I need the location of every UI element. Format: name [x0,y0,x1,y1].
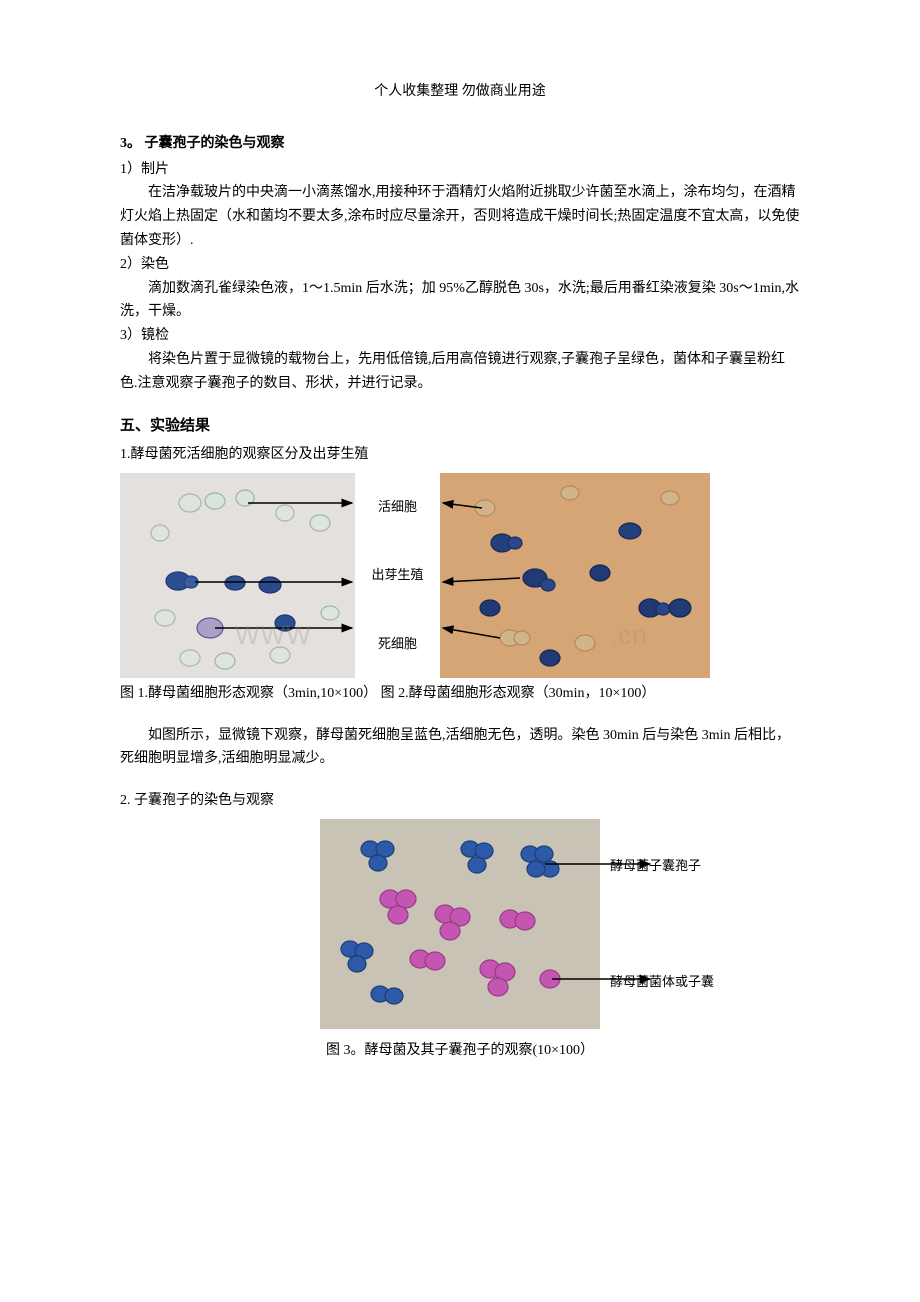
figure-3 [320,819,600,1029]
figure-row-1: WWW 活细胞 出芽生殖 死细胞 .cn [120,473,800,678]
s5-item1-title: 1.酵母菌死活细胞的观察区分及出芽生殖 [120,443,800,467]
page-header: 个人收集整理 勿做商业用途 [120,80,800,104]
figure-3-wrap: 酵母菌子囊孢子 酵母菌菌体或子囊 [120,819,800,1029]
fig3-label-2: 酵母菌菌体或子囊 [610,971,714,993]
s5-title: 五、实验结果 [120,414,800,440]
s3-p3-body: 将染色片置于显微镜的载物台上，先用低倍镜,后用高倍镜进行观察,子囊孢子呈绿色，菌… [120,348,800,396]
s3-p2-label: 2）染色 [120,253,800,277]
label-dead: 死细胞 [378,633,417,655]
s3-p2-body: 滴加数滴孔雀绿染色液，1～1.5min 后水洗；加 95%乙醇脱色 30s，水洗… [120,277,800,325]
s3-p1-label: 1）制片 [120,158,800,182]
mid-labels: 活细胞 出芽生殖 死细胞 [355,473,440,678]
figure-1: WWW [120,473,355,678]
figure-2: .cn [440,473,710,678]
fig3-label-1: 酵母菌子囊孢子 [610,855,701,877]
label-bud: 出芽生殖 [371,564,423,586]
s5-analysis: 如图所示，显微镜下观察，酵母菌死细胞呈蓝色,活细胞无色，透明。染色 30min … [120,724,800,772]
s3-p3-label: 3）镜检 [120,324,800,348]
s3-title: 3。 子囊孢子的染色与观察 [120,132,800,156]
caption-1-2: 图 1.酵母菌细胞形态观察（3min,10×100） 图 2.酵母菌细胞形态观察… [120,682,800,706]
label-live: 活细胞 [378,496,417,518]
caption-3: 图 3。酵母菌及其子囊孢子的观察(10×100） [120,1039,800,1063]
s5-item2-title: 2. 子囊孢子的染色与观察 [120,789,800,813]
s3-p1-body: 在洁净载玻片的中央滴一小滴蒸馏水,用接种环于酒精灯火焰附近挑取少许菌至水滴上，涂… [120,181,800,252]
page: 个人收集整理 勿做商业用途 3。 子囊孢子的染色与观察 1）制片 在洁净载玻片的… [0,0,920,1302]
